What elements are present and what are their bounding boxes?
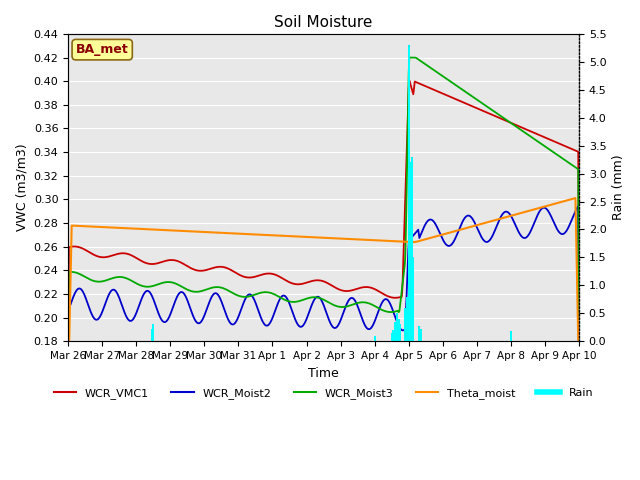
Bar <box>399 324 401 341</box>
Legend: WCR_VMC1, WCR_Moist2, WCR_Moist3, Theta_moist, Rain: WCR_VMC1, WCR_Moist2, WCR_Moist3, Theta_… <box>49 384 598 403</box>
Bar <box>396 313 398 341</box>
Bar <box>420 329 422 341</box>
Bar <box>408 202 410 341</box>
Title: Soil Moisture: Soil Moisture <box>275 15 372 30</box>
Bar <box>412 257 414 341</box>
Bar <box>404 308 406 341</box>
Y-axis label: Rain (mm): Rain (mm) <box>612 155 625 220</box>
Bar <box>152 324 154 341</box>
Y-axis label: VWC (m3/m3): VWC (m3/m3) <box>15 144 28 231</box>
Bar <box>409 162 411 341</box>
Bar <box>418 325 420 341</box>
Bar <box>411 157 413 341</box>
Bar <box>510 331 512 341</box>
Bar <box>408 45 410 341</box>
Bar <box>392 330 394 341</box>
Bar <box>406 297 408 341</box>
X-axis label: Time: Time <box>308 367 339 380</box>
Bar <box>394 322 396 341</box>
Bar <box>374 336 376 341</box>
Bar <box>390 333 393 341</box>
Bar <box>397 319 399 341</box>
Bar <box>150 329 153 341</box>
Bar <box>410 229 412 341</box>
Text: BA_met: BA_met <box>76 43 129 56</box>
